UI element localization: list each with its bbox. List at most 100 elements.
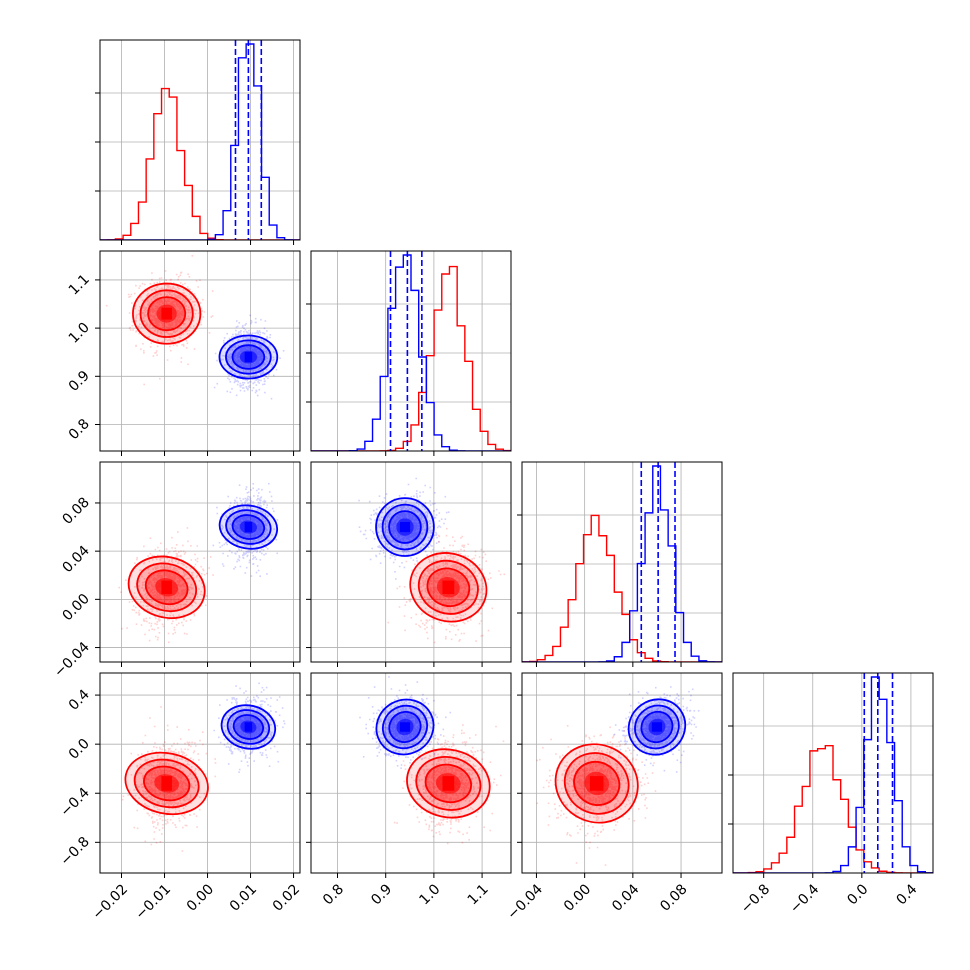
y-tick-label: 0.9 — [66, 368, 93, 395]
panel-frame — [99, 672, 301, 874]
contour-line — [424, 763, 473, 804]
density-series-0 — [536, 725, 657, 866]
histogram-series-0 — [522, 514, 722, 662]
density-peak — [161, 776, 172, 791]
contour-line — [375, 497, 435, 557]
panel-frame — [310, 672, 512, 874]
x-tick-label: 0.00 — [561, 881, 594, 914]
density-peak — [244, 522, 253, 533]
contour-line — [139, 289, 194, 338]
density-series-0 — [118, 527, 223, 644]
y-tick-label: −0.04 — [51, 639, 93, 681]
y-tick-label: 0.8 — [66, 416, 93, 443]
x-tick-label: −0.01 — [132, 881, 174, 923]
density-peak — [161, 580, 172, 595]
histogram-series-0 — [100, 87, 300, 240]
density-peak — [244, 351, 253, 363]
density-peak — [589, 776, 604, 791]
panel-frame — [99, 461, 301, 663]
histogram-panel-2 — [517, 461, 723, 667]
panel-frame — [521, 672, 723, 874]
contour-line — [226, 709, 271, 745]
scatter-panel-3-2: −0.04 0.00 0.04 0.08 — [504, 672, 723, 923]
x-tick-label: −0.4 — [787, 881, 822, 916]
contour-line — [406, 748, 491, 819]
panel-frame — [310, 250, 512, 452]
scatter-panel-3-1: 0.8 0.9 1.0 1.1 — [306, 672, 512, 908]
panel-frame — [310, 461, 512, 663]
density-series-1 — [213, 314, 285, 400]
contour-line — [426, 567, 471, 608]
x-tick-label: 1.1 — [465, 881, 492, 908]
x-tick-label: 1.0 — [416, 881, 443, 908]
contour-line — [231, 514, 266, 540]
contour-line — [388, 711, 422, 743]
contour-line — [132, 282, 202, 345]
contour-line — [627, 698, 687, 756]
x-tick-label: 0.00 — [184, 881, 217, 914]
histogram-panel-1 — [306, 250, 512, 456]
y-tick-label: 0.04 — [59, 543, 92, 576]
x-tick-label: 0.01 — [227, 881, 260, 914]
scatter-panel-2-1 — [306, 461, 512, 667]
histogram-series-1 — [733, 676, 933, 873]
x-tick-label: 0.8 — [320, 881, 347, 908]
density-peak — [244, 722, 253, 732]
density-series-0 — [105, 255, 214, 386]
x-tick-label: 0.0 — [844, 881, 871, 908]
panel-frame — [99, 250, 301, 452]
histogram-series-1 — [522, 465, 722, 662]
x-tick-label: 0.08 — [657, 881, 690, 914]
contour-line — [136, 562, 198, 613]
y-tick-label: 1.0 — [66, 320, 93, 347]
y-tick-label: 1.1 — [66, 271, 93, 298]
x-tick-label: 0.9 — [368, 881, 395, 908]
histogram-panel-3: −0.8 −0.4 0.0 0.4 — [728, 672, 934, 917]
contour-line — [417, 559, 479, 615]
contour-line — [634, 704, 680, 750]
x-tick-label: 0.4 — [893, 881, 920, 908]
contour-line — [375, 698, 435, 756]
density-series-0 — [387, 527, 506, 644]
panel-frame — [521, 461, 723, 663]
contour-line — [127, 555, 206, 619]
y-tick-label: 0.08 — [59, 494, 92, 527]
scatter-panel-1-0: 0.8 0.9 1.0 1.1 — [66, 250, 301, 456]
contour-line — [554, 743, 639, 824]
scatter-panel-2-0: −0.04 0.00 0.04 0.08 — [51, 461, 301, 681]
x-tick-label: −0.8 — [738, 881, 773, 916]
histogram-series-0 — [733, 744, 933, 873]
y-tick-label: −0.8 — [57, 834, 92, 869]
contour-line — [231, 344, 266, 370]
contour-line — [415, 756, 482, 811]
density-series-0 — [121, 706, 217, 852]
density-peak — [442, 580, 455, 595]
contour-line — [409, 552, 488, 623]
density-series-1 — [212, 482, 279, 577]
density-peak — [399, 722, 411, 732]
density-series-1 — [213, 682, 286, 773]
contour-line — [218, 504, 279, 550]
density-series-1 — [358, 477, 450, 580]
y-tick-label: 0.4 — [66, 687, 93, 714]
histogram-series-1 — [100, 43, 300, 240]
density-peak — [651, 722, 662, 732]
x-tick-label: 0.02 — [270, 881, 303, 914]
contour-line — [640, 710, 674, 744]
density-peak — [442, 776, 455, 791]
contour-line — [388, 510, 422, 544]
contour-line — [143, 765, 191, 802]
contour-line — [147, 296, 187, 332]
y-tick-label: −0.4 — [57, 785, 92, 820]
x-tick-label: −0.02 — [89, 881, 131, 923]
histogram-panel-0 — [95, 39, 301, 245]
density-series-0 — [393, 724, 505, 845]
contour-line — [144, 569, 189, 606]
panel-frame — [99, 39, 301, 241]
contour-line — [225, 509, 272, 545]
contour-line — [563, 752, 630, 815]
density-peak — [399, 522, 411, 533]
contour-line — [220, 704, 277, 750]
contour-line — [232, 714, 265, 740]
